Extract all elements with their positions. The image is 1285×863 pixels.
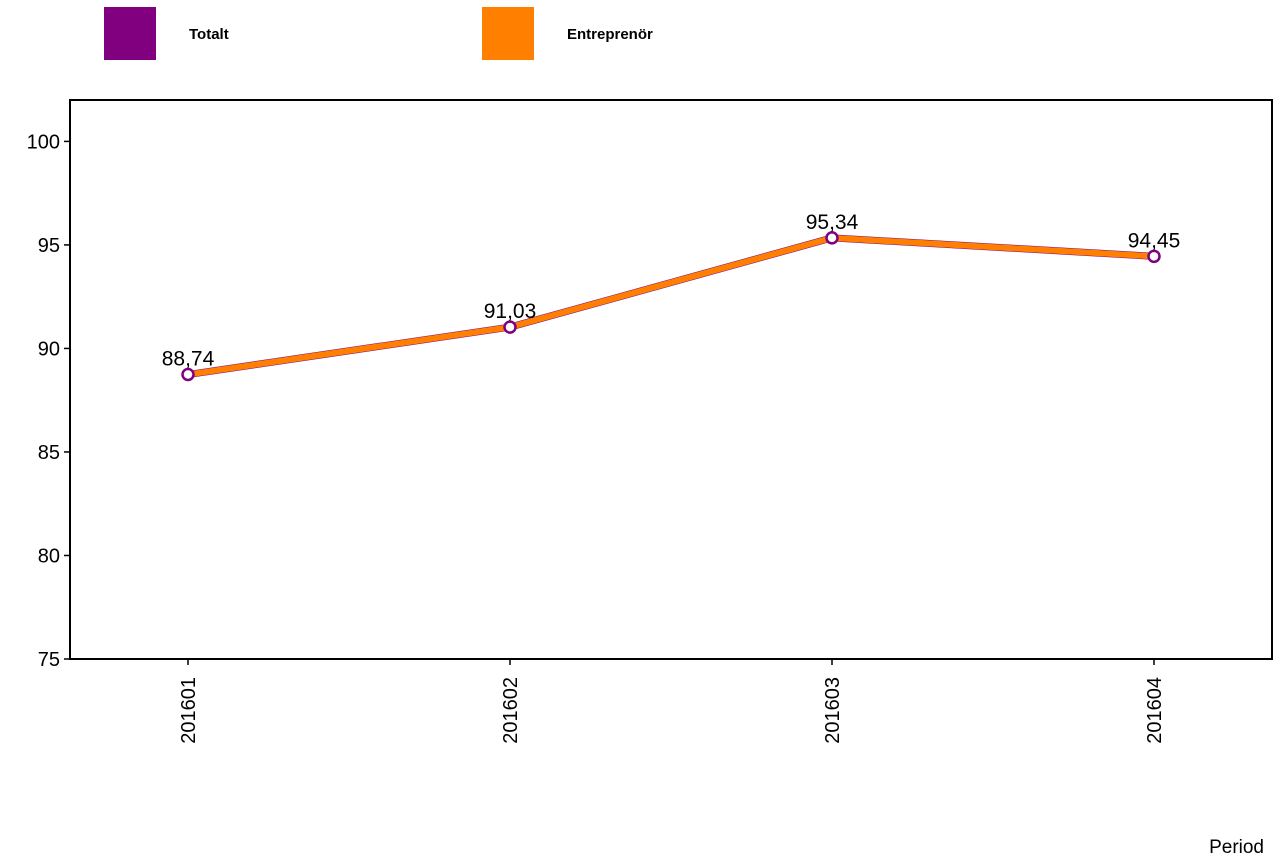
data-labels: 88,74 91,03 95,34 94,45	[162, 211, 1181, 371]
y-axis: 75 80 85 90 95 100	[27, 131, 70, 671]
x-tick-label: 201603	[822, 677, 844, 744]
series-line-entreprenör	[185, 234, 1157, 378]
data-label: 91,03	[484, 300, 537, 323]
y-tick-label: 100	[27, 131, 60, 153]
x-axis: 201601 201602 201603 201604	[178, 659, 1166, 744]
y-tick-label: 75	[38, 649, 60, 671]
data-label: 95,34	[806, 211, 859, 234]
plot-area	[69, 99, 1273, 660]
y-tick-label: 90	[38, 338, 60, 360]
data-point	[825, 231, 839, 245]
y-tick-label: 95	[38, 235, 60, 257]
data-label: 94,45	[1128, 229, 1181, 252]
data-point	[181, 367, 195, 382]
legend-swatch-2	[482, 7, 534, 60]
x-tick-label: 201604	[1144, 677, 1166, 744]
legend-label-1: Totalt	[189, 26, 229, 43]
legend-label-2: Entreprenör	[567, 26, 653, 43]
legend-swatch-1	[104, 7, 156, 60]
x-tick-label: 201601	[178, 677, 200, 744]
y-tick-label: 85	[38, 442, 60, 464]
data-point	[503, 320, 517, 334]
legend: Totalt Entreprenör	[104, 7, 653, 60]
x-axis-title: Period	[1209, 837, 1264, 858]
y-tick-label: 80	[38, 545, 60, 567]
data-label: 88,74	[162, 348, 215, 371]
series-layer	[181, 231, 1161, 382]
data-point	[1147, 249, 1161, 264]
x-tick-label: 201602	[500, 677, 522, 744]
